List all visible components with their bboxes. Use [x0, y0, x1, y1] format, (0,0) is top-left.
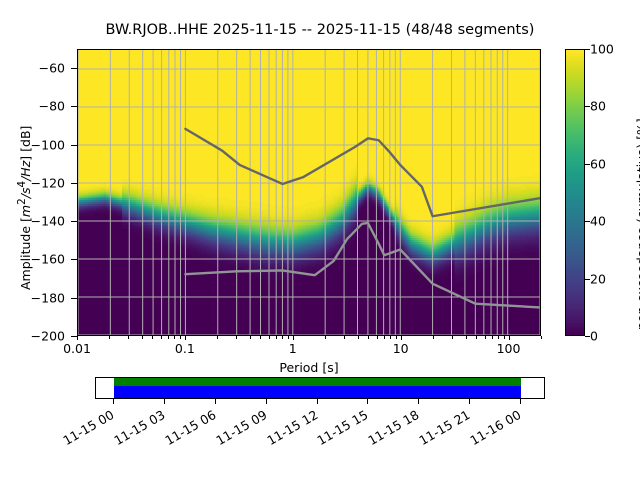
colorbar-tick-label: 0: [590, 328, 598, 344]
x-tick: [508, 336, 510, 340]
colorbar-tick-label: 60: [590, 156, 606, 172]
x-minor-tick: [282, 336, 284, 339]
coverage-bar-green: [114, 378, 521, 387]
x-minor-tick: [541, 336, 542, 339]
x-minor-tick: [395, 336, 397, 339]
x-minor-tick: [179, 336, 181, 339]
x-minor-tick: [465, 336, 467, 339]
time-tick: [367, 399, 369, 404]
y-tick-label: −120: [30, 175, 65, 191]
time-tick: [113, 399, 114, 404]
y-tick-label: −140: [30, 213, 65, 229]
x-minor-tick: [168, 336, 170, 339]
y-axis-label: Amplitude [m2/s4/Hz] [dB]: [16, 125, 34, 290]
x-minor-tick: [141, 336, 143, 339]
x-tick-label: 0.1: [174, 341, 195, 356]
x-tick: [77, 336, 78, 340]
y-tick: [71, 144, 77, 146]
ppsd-plot-area[interactable]: [77, 49, 541, 336]
y-tick-label: −160: [30, 251, 65, 267]
y-tick: [71, 221, 77, 223]
colorbar-label: non-exceedance (cumulative) [%]: [634, 118, 640, 330]
x-minor-tick: [260, 336, 262, 339]
colorbar-tick: [585, 163, 590, 165]
y-tick: [71, 259, 77, 261]
colorbar-tick: [585, 106, 590, 108]
time-tick: [163, 399, 165, 404]
x-tick: [184, 336, 186, 340]
x-tick: [292, 336, 294, 340]
x-minor-tick: [268, 336, 270, 339]
y-tick-label: −200: [30, 328, 65, 344]
time-tick-label: 11-15 21: [416, 407, 473, 449]
x-minor-tick: [498, 336, 500, 339]
x-tick-label: 0.01: [63, 341, 91, 356]
colorbar-tick: [585, 49, 590, 50]
colorbar: [565, 49, 585, 336]
x-minor-tick: [503, 336, 505, 339]
time-tick-label: 11-15 00: [60, 407, 117, 449]
x-minor-tick: [368, 336, 370, 339]
y-tick: [71, 336, 77, 337]
y-tick: [71, 68, 77, 70]
time-tick-label: 11-15 18: [365, 407, 422, 449]
x-minor-tick: [152, 336, 154, 339]
x-minor-tick: [276, 336, 278, 339]
x-minor-tick: [236, 336, 238, 339]
x-tick-label: 1: [288, 341, 297, 356]
x-minor-tick: [249, 336, 251, 339]
x-minor-tick: [476, 336, 478, 339]
x-minor-tick: [433, 336, 435, 339]
x-minor-tick: [128, 336, 130, 339]
x-tick-label: 10: [392, 341, 409, 356]
time-tick-label: 11-16 00: [467, 407, 524, 449]
ppsd-histogram: [78, 50, 540, 335]
coverage-bar-blue: [114, 386, 521, 398]
x-minor-tick: [109, 336, 111, 339]
x-tick-label: 100: [496, 341, 521, 356]
time-tick: [316, 399, 318, 404]
x-minor-tick: [174, 336, 176, 339]
time-tick: [520, 399, 521, 404]
y-tick: [71, 106, 77, 108]
y-tick: [71, 297, 77, 299]
time-tick: [265, 399, 267, 404]
colorbar-tick-label: 80: [590, 98, 606, 114]
time-tick-label: 11-15 03: [111, 407, 168, 449]
colorbar-tick-label: 40: [590, 213, 606, 229]
time-tick: [469, 399, 471, 404]
time-tick: [214, 399, 216, 404]
x-minor-tick: [357, 336, 359, 339]
time-tick-label: 11-15 09: [212, 407, 270, 449]
colorbar-tick: [585, 278, 590, 280]
data-coverage-strip[interactable]: [95, 377, 545, 399]
x-minor-tick: [344, 336, 346, 339]
x-minor-tick: [390, 336, 392, 339]
page-title: BW.RJOB..HHE 2025-11-15 -- 2025-11-15 (4…: [105, 22, 535, 38]
x-minor-tick: [452, 336, 454, 339]
y-tick-label: −180: [30, 290, 65, 306]
colorbar-tick: [585, 336, 590, 337]
x-minor-tick: [376, 336, 378, 339]
x-minor-tick: [383, 336, 385, 339]
x-minor-tick: [217, 336, 219, 339]
y-tick-label: −60: [38, 60, 65, 76]
x-minor-tick: [491, 336, 493, 339]
x-minor-tick: [287, 336, 289, 339]
x-minor-tick: [484, 336, 486, 339]
x-tick: [400, 336, 402, 340]
y-tick: [71, 182, 77, 184]
x-minor-tick: [325, 336, 327, 339]
x-axis-label: Period [s]: [279, 360, 339, 375]
colorbar-tick-label: 20: [590, 271, 606, 287]
time-tick: [418, 399, 420, 404]
colorbar-tick: [585, 221, 590, 223]
y-tick-label: −100: [30, 137, 65, 153]
y-tick-label: −80: [38, 98, 65, 114]
x-minor-tick: [160, 336, 162, 339]
colorbar-tick-label: 100: [590, 41, 614, 57]
time-tick-label: 11-15 06: [162, 407, 219, 449]
